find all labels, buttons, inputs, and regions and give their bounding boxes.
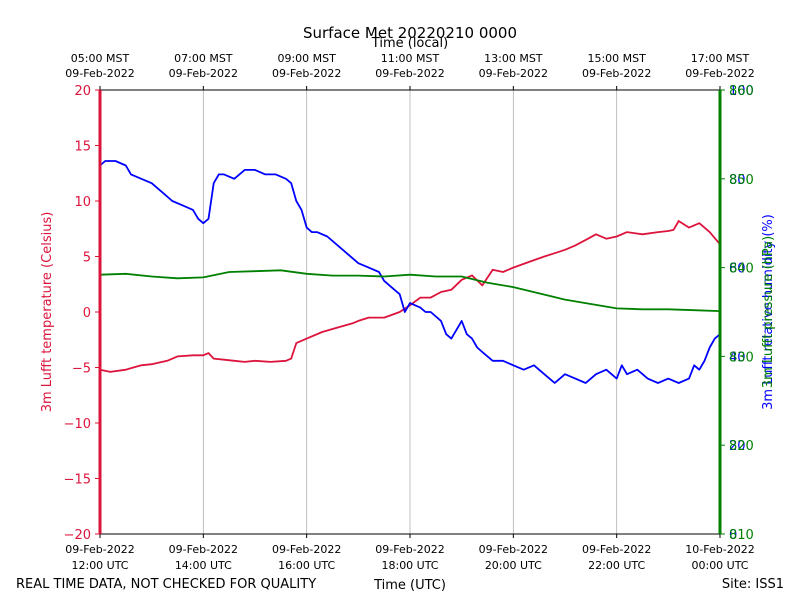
series-layer [99,160,721,384]
left-axis-label: 3m Lufft temperature (Celsius) [40,212,55,413]
x-tick-label-date: 09-Feb-2022 [65,543,134,556]
top-tick-label-date: 09-Feb-2022 [375,67,444,80]
right-axis-label-pressure: 3m Lufft pressure (hPa) [761,236,776,388]
top-tick-label-time: 17:00 MST [691,52,750,65]
right-y-tick-label-humidity: 80 [729,173,746,188]
left-y-tick-label: −5 [72,362,91,377]
series-line-left [99,220,721,373]
right-y-tick-label-humidity: 60 [729,262,746,277]
top-tick-label-time: 07:00 MST [174,52,233,65]
series-line-right_blue [99,160,721,384]
right-y-tick-label-pressure: 860 [729,84,754,99]
right-axis-label-humidity: 3m Lufft relative humidity (%) [761,214,776,410]
top-tick-label-time: 15:00 MST [587,52,646,65]
left-y-tick-label: 20 [74,84,91,99]
top-tick-label-date: 09-Feb-2022 [272,67,341,80]
x-tick-label-date: 10-Feb-2022 [685,543,754,556]
top-tick-label-date: 09-Feb-2022 [65,67,134,80]
x-tick-label-date: 09-Feb-2022 [375,543,444,556]
chart-title: Surface Met 20220210 0000 [303,24,517,42]
top-tick-label-time: 11:00 MST [381,52,440,65]
x-tick-label-time: 14:00 UTC [175,559,232,572]
left-y-tick-label: −20 [64,528,91,543]
top-tick-label-time: 05:00 MST [71,52,130,65]
right-y-tick-label-pressure: 850 [729,173,754,188]
x-axis-label: Time (UTC) [373,578,446,593]
right-y-tick-label-pressure: 820 [729,439,754,454]
right-y-tick-label-pressure: 840 [729,262,754,277]
top-tick-label-date: 09-Feb-2022 [685,67,754,80]
top-tick-label-time: 09:00 MST [277,52,336,65]
left-y-tick-label: −15 [64,473,91,488]
x-tick-label-time: 20:00 UTC [485,559,542,572]
right-y-tick-label-humidity: 0 [729,528,737,543]
top-tick-label-date: 09-Feb-2022 [169,67,238,80]
top-tick-label-date: 09-Feb-2022 [582,67,651,80]
x-tick-label-date: 09-Feb-2022 [479,543,548,556]
left-y-tick-label: 5 [83,251,91,266]
series-line-right_green [99,269,721,312]
left-y-tick-label: 0 [83,306,91,321]
left-y-tick-label: 10 [74,195,91,210]
footer-quality-note: REAL TIME DATA, NOT CHECKED FOR QUALITY [16,577,316,592]
x-tick-label-time: 22:00 UTC [588,559,645,572]
right-y-tick-label-humidity: 20 [729,439,746,454]
right-y-tick-label-pressure: 810 [729,528,754,543]
top-tick-label-date: 09-Feb-2022 [479,67,548,80]
right-y-tick-label-humidity: 40 [729,350,746,365]
axis-ticks: 09-Feb-2022 12:00 UTC 09-Feb-2022 14:00 UTC… [64,52,755,572]
top-axis-label: Time (local) [371,36,448,51]
top-tick-label-time: 13:00 MST [484,52,543,65]
grid-lines [99,90,721,534]
x-tick-label-date: 09-Feb-2022 [272,543,341,556]
left-y-tick-label: 15 [74,140,91,155]
footer-site: Site: ISS1 [722,577,784,592]
x-tick-label-time: 16:00 UTC [278,559,335,572]
right-y-tick-label-pressure: 830 [729,350,754,365]
x-tick-label-time: 00:00 UTC [691,559,748,572]
x-tick-label-time: 12:00 UTC [71,559,128,572]
x-tick-label-time: 18:00 UTC [381,559,438,572]
x-tick-label-date: 09-Feb-2022 [582,543,651,556]
x-tick-label-date: 09-Feb-2022 [169,543,238,556]
right-y-tick-label-humidity: 100 [729,84,754,99]
left-y-tick-label: −10 [64,417,91,432]
